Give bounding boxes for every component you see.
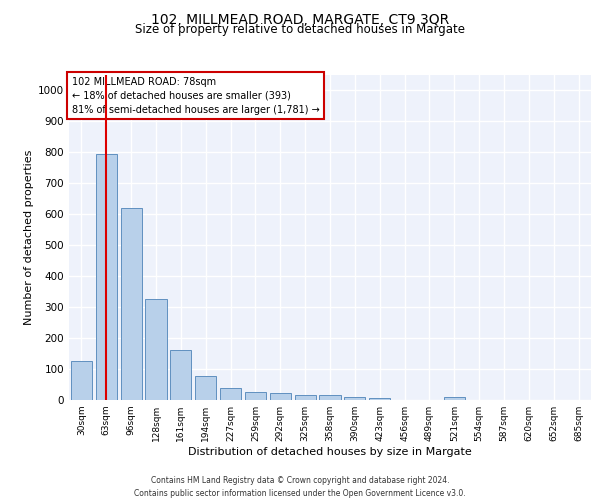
Bar: [195, 376, 216, 400]
Y-axis label: Number of detached properties: Number of detached properties: [24, 150, 34, 325]
Bar: [121, 208, 142, 400]
Bar: [145, 300, 167, 400]
Text: 102, MILLMEAD ROAD, MARGATE, CT9 3QR: 102, MILLMEAD ROAD, MARGATE, CT9 3QR: [151, 12, 449, 26]
Text: Size of property relative to detached houses in Margate: Size of property relative to detached ho…: [135, 24, 465, 36]
Bar: [245, 392, 266, 400]
Bar: [270, 392, 291, 400]
Text: 102 MILLMEAD ROAD: 78sqm
← 18% of detached houses are smaller (393)
81% of semi-: 102 MILLMEAD ROAD: 78sqm ← 18% of detach…: [71, 76, 319, 114]
Bar: [71, 362, 92, 400]
X-axis label: Distribution of detached houses by size in Margate: Distribution of detached houses by size …: [188, 447, 472, 457]
Text: Contains HM Land Registry data © Crown copyright and database right 2024.
Contai: Contains HM Land Registry data © Crown c…: [134, 476, 466, 498]
Bar: [369, 398, 390, 400]
Bar: [444, 397, 465, 400]
Bar: [220, 388, 241, 400]
Bar: [319, 396, 341, 400]
Bar: [170, 350, 191, 400]
Bar: [295, 394, 316, 400]
Bar: [96, 154, 117, 400]
Bar: [344, 397, 365, 400]
